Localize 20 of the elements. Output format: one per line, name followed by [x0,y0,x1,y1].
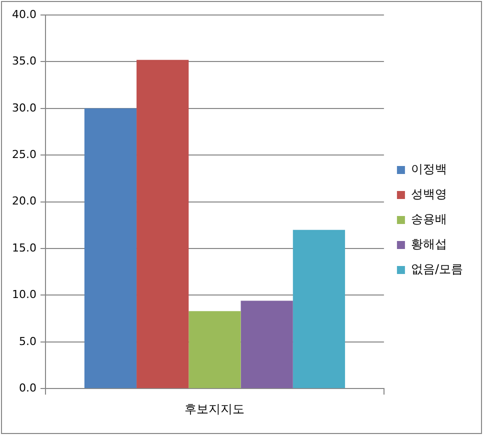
bar [292,230,346,388]
bar [136,60,189,388]
y-tick-label: 40.0 [12,8,36,21]
bar [188,311,241,388]
bar [240,300,293,388]
legend-label: 이정백 [410,162,447,176]
y-tick-label: 10.0 [12,288,36,302]
x-tick-label: 후보지지도 [184,402,245,416]
y-tick-label: 15.0 [12,241,36,254]
legend-label: 송용배 [410,212,447,226]
y-tick-label: 30.0 [12,101,36,114]
y-tick-label: 35.0 [12,54,36,68]
y-tick-label: 25.0 [12,148,36,161]
y-tick-label: 20.0 [12,194,36,208]
legend-label: 없음/모름 [410,262,464,276]
y-tick-label: 0.0 [18,381,36,394]
bar [84,108,137,388]
y-tick-label: 5.0 [18,334,36,348]
legend-label: 황해섭 [410,237,447,252]
legend-label: 성백영 [410,187,447,202]
